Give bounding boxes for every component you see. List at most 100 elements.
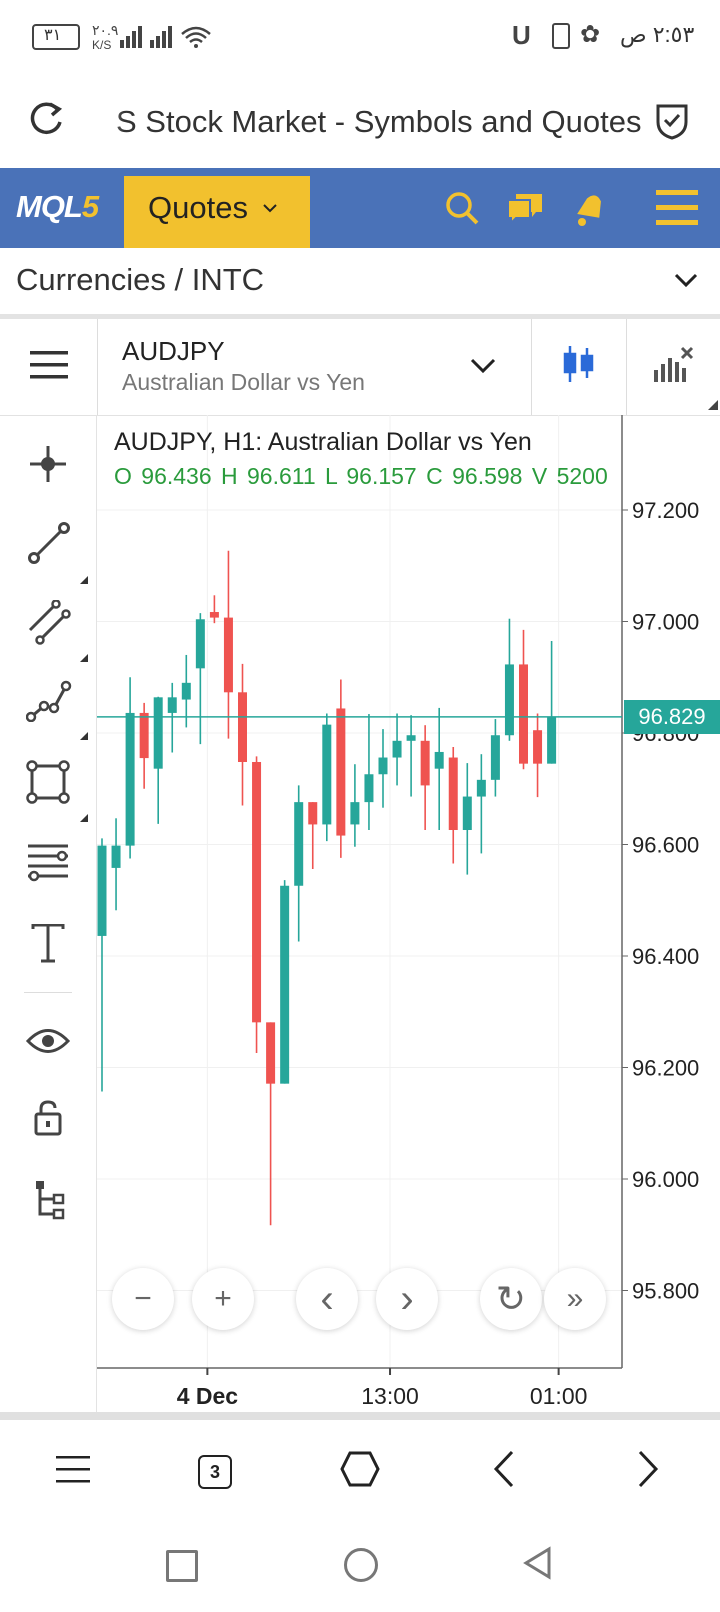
candle-body [448,757,458,831]
zoom-out-button[interactable]: − [112,1268,174,1330]
polyline-icon[interactable] [26,680,72,722]
back-icon[interactable] [492,1450,516,1488]
candle-body [519,664,528,764]
object-tree-icon[interactable] [34,1180,66,1220]
tool-group-marker [80,732,88,740]
y-tick-label: 96.400 [632,944,699,969]
bell-icon[interactable] [572,188,608,228]
candlestick-type-icon[interactable] [562,344,596,384]
status-bar: ٣١ ٢٠.٩ K/S U ✿ ٢:٥٣ ص [0,0,720,72]
page-scroll-indicator[interactable] [0,1412,720,1420]
parallel-channel-icon[interactable] [26,600,72,646]
tabs-button[interactable]: 3 [198,1455,232,1489]
scroll-to-end-button[interactable]: » [544,1268,606,1330]
candle-body [476,779,486,797]
u-icon: U [512,20,531,50]
candle-body [153,697,163,769]
candle-body [167,697,177,713]
candle-body [547,716,557,764]
zoom-out-label: − [134,1282,152,1315]
text-icon[interactable] [30,924,66,964]
site-header [0,168,720,248]
reset-icon: ↻ [495,1278,527,1319]
symbol-chevron-icon[interactable] [470,357,496,375]
candle-body [322,724,332,825]
candle-body [111,845,121,868]
corner-mark [708,400,718,410]
crosshair-icon[interactable] [28,444,68,484]
y-tick-label: 96.600 [632,833,699,858]
candle-body [209,612,219,618]
reload-icon[interactable] [26,100,66,140]
trend-line-icon[interactable] [28,522,70,564]
ohlc-readout: O 96.436 H 96.611 L 96.157 C 96.598 V 52… [114,463,608,489]
tool-group-marker [80,814,88,822]
scroll-left-label: ‹ [320,1276,334,1321]
indicators-icon[interactable] [652,344,696,384]
lock-icon[interactable] [34,1100,62,1136]
x-tick-label: 13:00 [361,1383,419,1409]
symbol-name[interactable]: AUDJPY [122,336,225,366]
y-tick-label: 97.000 [632,610,699,635]
symbol-description: Australian Dollar vs Yen [122,369,365,395]
candle-body [420,740,430,786]
scroll-left-button[interactable]: ‹ [296,1268,358,1330]
back-nav-button[interactable] [522,1546,552,1580]
quotes-menu-button[interactable] [124,176,310,248]
scroll-right-label: › [400,1276,414,1321]
current-price-tag: 96.829 [624,699,720,734]
candle-body [181,682,191,700]
candle-body [125,712,135,846]
breadcrumb-text[interactable]: Currencies / INTC [16,262,265,297]
rectangle-icon[interactable] [26,760,70,804]
symbol-toolbar [0,319,720,416]
chart-menu-icon[interactable] [30,351,68,379]
candle-body [97,845,107,936]
chevron-down-icon [263,204,277,213]
chat-icon[interactable] [506,190,546,226]
clock: ٢:٥٣ ص [620,22,695,47]
candle-body [533,730,543,764]
candle-body [336,708,346,836]
chart-title: AUDJPY, H1: Australian Dollar vs Yen [114,428,532,456]
url-fade [84,100,124,144]
candle-body [462,796,472,831]
drawing-tools-panel [0,415,97,1412]
candle-body [223,617,233,693]
breadcrumb-chevron-icon[interactable] [674,272,698,288]
home-nav-button[interactable] [344,1548,378,1582]
tool-group-marker [80,654,88,662]
search-icon[interactable] [444,190,480,226]
y-tick-label: 97.200 [632,498,699,523]
candle-body [490,735,500,780]
page-title[interactable]: S Stock Market - Symbols and Quotes [116,104,642,139]
candle-body [364,774,374,803]
network-speed: ٢٠.٩ [92,22,119,38]
price-chart[interactable]: 97.20097.00096.80096.60096.40096.20096.0… [0,415,720,1412]
candle-body [350,802,360,825]
candle-body [434,751,444,769]
forward-icon[interactable] [636,1450,660,1488]
network-speed-unit: K/S [92,38,112,52]
divider [97,319,98,415]
mql5-logo[interactable]: MQL5 [16,189,99,224]
candle-body [392,740,402,758]
candle-body [139,712,149,759]
home-icon[interactable] [340,1450,380,1488]
recents-button[interactable] [166,1550,198,1582]
eye-icon[interactable] [26,1026,70,1056]
menu-icon[interactable] [56,1454,90,1484]
quotes-label: Quotes [148,190,248,225]
fib-levels-icon[interactable] [26,842,70,882]
scroll-right-button[interactable]: › [376,1268,438,1330]
y-tick-label: 95.800 [632,1279,699,1304]
candle-body [195,619,205,669]
candle-body [406,735,416,741]
candle-body [266,1022,276,1084]
vpn-icon: ✿ [580,21,601,48]
shield-check-icon[interactable] [652,100,692,140]
tool-group-marker [80,576,88,584]
hamburger-menu-icon[interactable] [654,188,700,228]
reset-chart-button[interactable]: ↻ [480,1268,542,1330]
zoom-in-button[interactable]: + [192,1268,254,1330]
